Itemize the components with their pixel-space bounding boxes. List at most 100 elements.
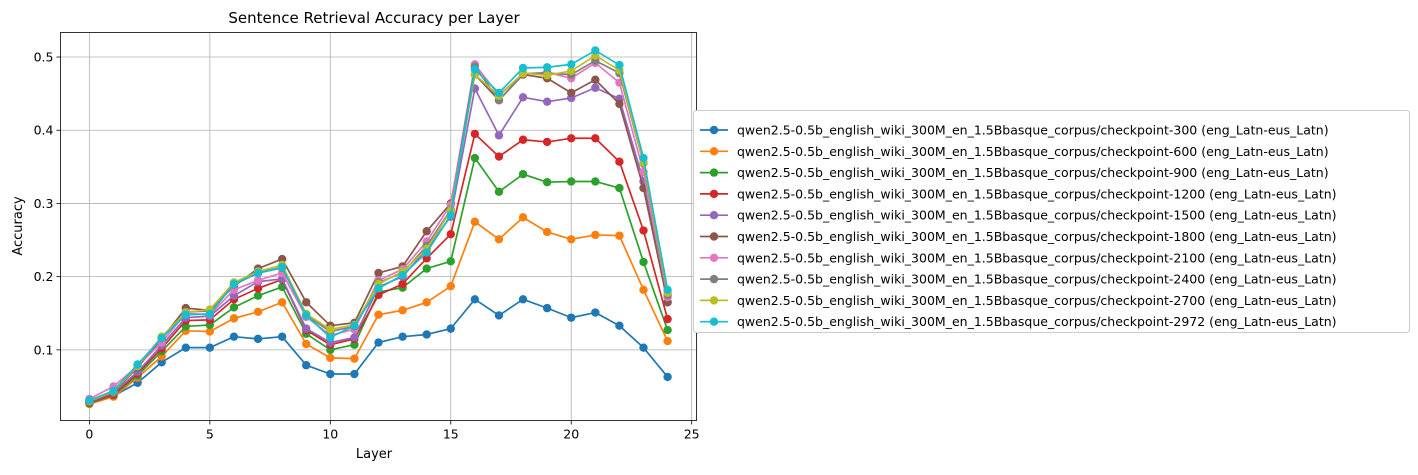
data-point (639, 285, 648, 295)
data-point (591, 134, 600, 143)
data-point (470, 217, 480, 226)
data-point (253, 268, 263, 278)
legend-label: qwen2.5-0.5b_english_wiki_300M_en_1.5Bba… (737, 186, 1337, 201)
data-point (253, 334, 263, 344)
legend-marker (709, 317, 719, 326)
data-point (663, 372, 672, 382)
data-point (639, 257, 648, 267)
data-point (133, 360, 142, 369)
legend-item: qwen2.5-0.5b_english_wiki_300M_en_1.5Bba… (700, 250, 1337, 265)
data-point (205, 343, 215, 352)
data-point (639, 343, 648, 352)
data-point (567, 66, 576, 76)
x-tick-label: 20 (563, 427, 579, 442)
legend-item: qwen2.5-0.5b_english_wiki_300M_en_1.5Bba… (700, 186, 1337, 201)
data-point (615, 99, 624, 109)
legend-marker (709, 147, 719, 156)
data-point (85, 396, 94, 405)
data-point (446, 210, 455, 220)
legend-frame (693, 110, 1410, 333)
data-point (494, 88, 504, 98)
data-point (470, 65, 480, 74)
series-2 (85, 213, 672, 409)
data-point (470, 153, 480, 163)
legend-item: qwen2.5-0.5b_english_wiki_300M_en_1.5Bba… (700, 272, 1337, 287)
data-point (446, 257, 455, 266)
axis-ticks: 0 5 10 15 20 25 0.1 0.2 0.3 0.4 0.5 (34, 50, 700, 442)
legend-marker (709, 211, 719, 220)
y-tick-label: 0.3 (34, 196, 54, 211)
data-point (350, 354, 359, 363)
data-point (181, 322, 190, 331)
data-point (326, 325, 335, 334)
data-point (109, 386, 118, 396)
legend-item: qwen2.5-0.5b_english_wiki_300M_en_1.5Bba… (700, 144, 1329, 159)
grid-lines (60, 32, 697, 421)
data-point (181, 310, 190, 319)
data-point (615, 321, 624, 330)
series-line (89, 59, 669, 402)
series-line (89, 86, 669, 403)
data-point (542, 63, 552, 72)
data-point (542, 303, 552, 313)
y-tick-label: 0.4 (34, 123, 54, 138)
legend-item: qwen2.5-0.5b_english_wiki_300M_en_1.5Bba… (700, 229, 1337, 244)
chart-title: Sentence Retrieval Accuracy per Layer (228, 9, 520, 27)
data-point (229, 303, 239, 312)
series-4 (85, 129, 672, 407)
data-point (663, 314, 672, 324)
legend-label: qwen2.5-0.5b_english_wiki_300M_en_1.5Bba… (737, 314, 1337, 329)
data-point (542, 137, 552, 147)
data-point (157, 333, 166, 343)
data-point (567, 88, 576, 98)
data-point (518, 169, 528, 179)
series-8 (85, 56, 672, 405)
data-point (157, 358, 166, 367)
x-tick-label: 25 (684, 427, 700, 442)
y-tick-label: 0.5 (34, 50, 54, 65)
data-point (518, 63, 528, 73)
data-point (326, 333, 335, 342)
data-point (639, 153, 648, 163)
data-point (615, 183, 624, 193)
legend-marker (709, 253, 719, 262)
data-point (591, 83, 600, 92)
data-point (663, 336, 672, 346)
data-point (253, 307, 263, 316)
series-line (89, 49, 669, 402)
data-point (591, 308, 600, 317)
legend-marker (709, 232, 719, 241)
series-line (89, 62, 669, 400)
data-point (591, 177, 600, 186)
data-point (350, 369, 359, 379)
legend-item: qwen2.5-0.5b_english_wiki_300M_en_1.5Bba… (700, 314, 1337, 329)
data-point (567, 235, 576, 244)
data-point (567, 60, 576, 69)
data-point (422, 298, 431, 307)
data-point (398, 270, 407, 280)
data-point (253, 291, 263, 300)
data-point (422, 248, 431, 257)
legend-label: qwen2.5-0.5b_english_wiki_300M_en_1.5Bba… (737, 208, 1337, 223)
x-axis-label: Layer (356, 447, 393, 462)
data-point (205, 309, 215, 319)
data-point (446, 281, 455, 291)
legend-marker (709, 168, 719, 177)
data-point (591, 230, 600, 240)
series-layer (85, 46, 672, 409)
data-point (567, 134, 576, 143)
legend-item: qwen2.5-0.5b_english_wiki_300M_en_1.5Bba… (700, 123, 1329, 138)
data-point (518, 213, 528, 222)
legend-label: qwen2.5-0.5b_english_wiki_300M_en_1.5Bba… (737, 229, 1337, 244)
data-point (542, 71, 552, 80)
series-10 (85, 46, 672, 405)
data-point (422, 254, 431, 263)
data-point (181, 343, 190, 352)
series-9 (85, 51, 672, 406)
data-point (302, 311, 311, 320)
data-point (350, 333, 359, 342)
data-point (518, 135, 528, 144)
legend-marker (709, 296, 719, 305)
data-point (542, 178, 552, 187)
x-tick-label: 10 (322, 427, 338, 442)
